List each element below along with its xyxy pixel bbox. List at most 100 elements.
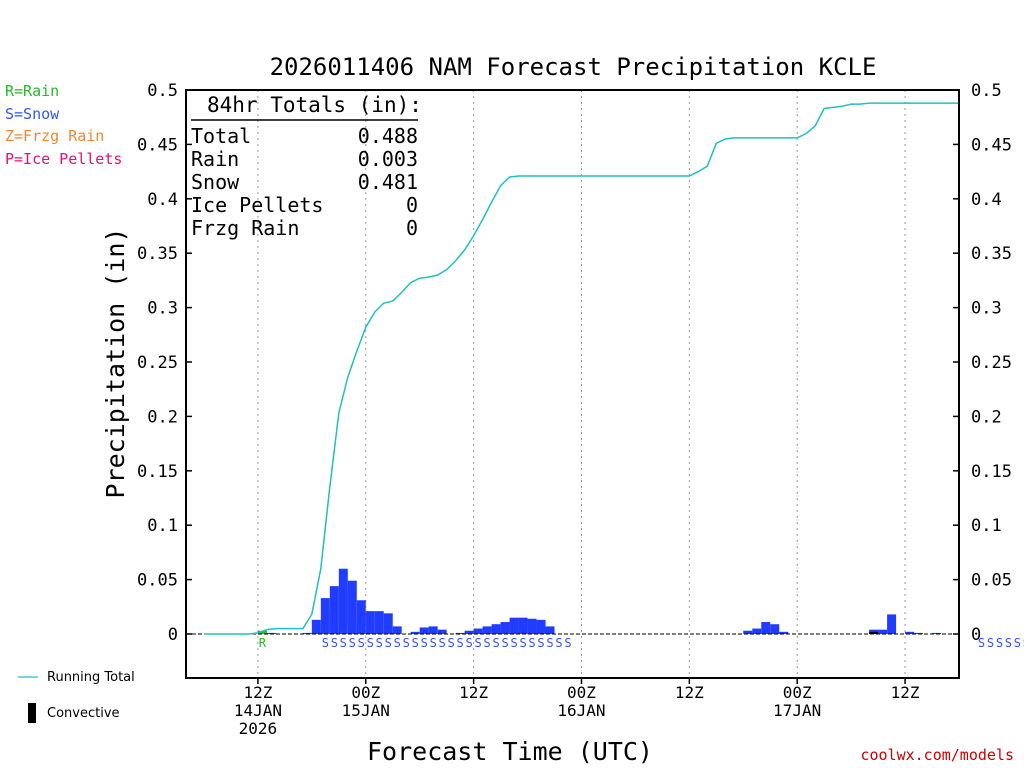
convective-legend-label: Convective xyxy=(47,706,120,721)
ptype-letter: S xyxy=(358,636,365,650)
y-tick-label-left: 0.3 xyxy=(147,299,178,319)
totals-label: Ice Pellets xyxy=(191,193,323,217)
precip-bar xyxy=(491,624,501,634)
ptype-letter: S xyxy=(430,636,437,650)
precip-bar xyxy=(410,631,420,634)
y-axis-label: Precipitation (in) xyxy=(101,228,130,499)
precip-bar xyxy=(878,629,888,634)
precip-bar xyxy=(257,630,267,634)
x-tick-label: 00Z xyxy=(567,683,596,702)
plot-frame xyxy=(185,89,960,679)
ptype-letter: S xyxy=(564,636,571,650)
ptype-letter: S xyxy=(466,636,473,650)
precip-bar xyxy=(419,627,429,634)
x-axis-label: Forecast Time (UTC) xyxy=(367,737,653,766)
y-tick-label-right: 0.05 xyxy=(971,571,1012,591)
precip-bar xyxy=(365,611,375,634)
x-tick-label: 00Z xyxy=(351,683,380,702)
ptype-letter: S xyxy=(448,636,455,650)
precip-type-legend: R=Rain S=Snow Z=Frzg Rain P=Ice Pellets xyxy=(5,80,122,170)
precip-bar xyxy=(518,617,528,634)
ptype-letter: S xyxy=(349,636,356,650)
y-tick-label-right: 0.3 xyxy=(971,299,1002,319)
y-tick-label-left: 0.1 xyxy=(147,516,178,536)
ptype-letter: S xyxy=(492,636,499,650)
totals-value: 0.003 xyxy=(358,147,418,171)
precip-bar xyxy=(752,628,762,634)
x-tick-label: 12Z xyxy=(243,683,272,702)
totals-value: 0 xyxy=(406,193,418,217)
ptype-letter: S xyxy=(528,636,535,650)
y-tick-label-right: 0.35 xyxy=(971,244,1012,264)
legend-rain: R=Rain xyxy=(5,82,60,100)
ptype-letter: S xyxy=(483,636,490,650)
ptype-letter: S xyxy=(546,636,553,650)
ptype-letter: S xyxy=(403,636,410,650)
precip-bar xyxy=(266,632,276,634)
precip-bar xyxy=(482,626,492,634)
precip-bar xyxy=(473,628,483,634)
x-tick-label: 12Z xyxy=(891,683,920,702)
precip-bar xyxy=(536,619,546,634)
x-tick-label: 16JAN xyxy=(557,701,605,720)
ptype-letter: S xyxy=(439,636,446,650)
x-tick-label: 12Z xyxy=(675,683,704,702)
ptype-letter: S xyxy=(421,636,428,650)
totals-header: 84hr Totals (in): xyxy=(207,93,422,117)
grid-lines xyxy=(257,90,906,678)
y-tick-label-left: 0.35 xyxy=(137,244,178,264)
ptype-letter: S xyxy=(1023,636,1024,650)
ptype-letter: S xyxy=(996,636,1003,650)
precip-bar xyxy=(545,626,555,634)
ptype-letter: S xyxy=(376,636,383,650)
y-axis-ticks: 0 00.05 0.050.1 0.10.15 0.150.2 0.20.25 0.250.… xyxy=(137,81,1012,645)
precip-bar xyxy=(932,632,942,634)
ptype-letter: R xyxy=(259,636,267,650)
ptype-letter: S xyxy=(340,636,347,650)
precip-bar xyxy=(437,629,447,634)
precip-bar xyxy=(455,632,465,634)
precip-bar xyxy=(356,600,366,634)
y-tick-label-left: 0.2 xyxy=(147,407,178,427)
precip-bar xyxy=(887,614,897,634)
totals-label: Rain xyxy=(191,147,239,171)
y-tick-label-right: 0.5 xyxy=(971,81,1002,101)
credit-link[interactable]: coolwx.com/models xyxy=(860,746,1014,764)
x-tick-label: 17JAN xyxy=(773,701,821,720)
ptype-letter: S xyxy=(537,636,544,650)
x-tick-label: 14JAN xyxy=(234,701,282,720)
totals-label: Total xyxy=(191,124,251,148)
y-tick-label-left: 0.25 xyxy=(137,353,178,373)
ptype-letter: S xyxy=(1005,636,1012,650)
y-tick-label-right: 0.4 xyxy=(971,190,1002,210)
totals-label: Frzg Rain xyxy=(191,216,299,240)
precip-bar xyxy=(914,632,924,634)
y-tick-label-left: 0.5 xyxy=(147,81,178,101)
y-tick-label-left: 0.05 xyxy=(137,571,178,591)
x-tick-label: 15JAN xyxy=(342,701,390,720)
totals-value: 0.481 xyxy=(358,170,418,194)
precip-bar xyxy=(338,568,348,634)
ptype-letter: S xyxy=(1014,636,1021,650)
running-total-legend-label: Running Total xyxy=(47,670,135,685)
precip-bar xyxy=(302,632,312,634)
ptype-letter: S xyxy=(519,636,526,650)
y-tick-label-left: 0.45 xyxy=(137,135,178,155)
legend-snow: S=Snow xyxy=(5,104,60,123)
precip-bar xyxy=(347,580,357,634)
precip-bar xyxy=(779,631,789,634)
ptype-letter: S xyxy=(394,636,401,650)
y-tick-label-left: 0.15 xyxy=(137,462,178,482)
ptype-letter: S xyxy=(987,636,994,650)
running-total-line xyxy=(204,102,959,635)
convective-legend-swatch xyxy=(28,703,36,723)
precip-bar xyxy=(905,631,915,634)
y-tick-label-left: 0 xyxy=(168,625,178,645)
totals-value: 0.488 xyxy=(358,124,418,148)
ptype-letter: S xyxy=(367,636,374,650)
y-tick-label-right: 0.45 xyxy=(971,135,1012,155)
y-tick-label-left: 0.4 xyxy=(147,190,178,210)
precip-bar xyxy=(329,586,339,634)
y-tick-label-right: 0.25 xyxy=(971,353,1012,373)
